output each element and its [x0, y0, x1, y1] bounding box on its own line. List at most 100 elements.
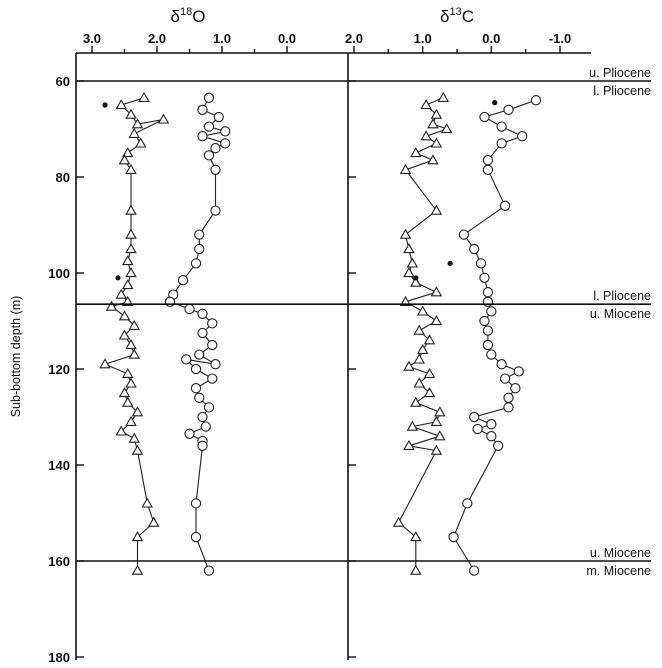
- y-tick-label-180: 180: [48, 650, 70, 665]
- panel-d13C-title: δ13C: [440, 6, 474, 26]
- panel-d18O-triangle-point: [122, 396, 134, 407]
- panel-d13C-triangle-point: [410, 396, 422, 407]
- panel-d13C-circle-point: [482, 155, 494, 166]
- panel-d13C-triangle-point: [416, 343, 429, 354]
- panel-d13C-circle-point: [482, 339, 494, 351]
- panel-d13C-circle-point: [499, 200, 511, 211]
- panel-d18O-circle-point: [197, 131, 208, 142]
- panel-d18O-triangle-point: [118, 329, 131, 340]
- panel-d13C-triangle-point: [420, 130, 432, 141]
- panel-d13C-circle-point: [503, 402, 514, 413]
- panel-d18O-circle-point: [210, 143, 221, 154]
- panel-d13C-circle-point: [486, 306, 497, 317]
- panel-d13C-triangle-point: [403, 267, 415, 278]
- panel-d13C-circle-point: [486, 431, 497, 442]
- panel-d18O-circle-point: [210, 205, 221, 216]
- panel-d18O-triangle-point: [122, 367, 134, 378]
- panel-d18O-triangle-point: [138, 91, 150, 102]
- panel-d13C-triangle-point: [430, 315, 443, 326]
- panel-d13C-triangle-point: [434, 406, 446, 417]
- panel-d18O-x-tick-label: 1.0: [213, 31, 231, 46]
- panel-d18O-triangle-point: [115, 288, 127, 299]
- panel-d13C-triangle-point: [403, 360, 415, 371]
- panel-d13C-circle-point: [486, 419, 497, 430]
- panel-d18O-circle-point: [190, 258, 202, 269]
- panel-d18O-circle-point: [197, 104, 208, 115]
- panel-d13C-triangle-point: [406, 420, 419, 431]
- boundary-label-below: u. Miocene: [590, 307, 651, 321]
- panel-d13C-triangle-point: [413, 324, 425, 335]
- panel-d18O-circle-point: [213, 111, 224, 123]
- panel-d18O-triangle-point: [128, 127, 140, 138]
- panel-d13C-circle-point: [469, 565, 480, 576]
- boundary-label-above: u. Pliocene: [589, 66, 651, 80]
- panel-d13C-triangle-point: [427, 154, 439, 165]
- panel-d18O-circle-point: [194, 392, 205, 403]
- panel-d13C-circle-point: [486, 349, 497, 360]
- panel-d18O-triangle-point: [115, 99, 127, 110]
- panel-d13C-isolated-point: [492, 100, 498, 106]
- boundary-label-below: l. Pliocene: [593, 84, 651, 98]
- panel-d18O-x-tick-label: 0.0: [278, 31, 296, 46]
- panel-d13C-circle-point: [469, 411, 480, 423]
- panel-d18O-circle-point: [220, 138, 231, 149]
- panel-d18O-circle-point: [203, 402, 215, 413]
- panel-d18O-circle-point: [197, 411, 208, 423]
- panel-d13C-circle-point: [482, 287, 494, 298]
- panel-d18O-circle-point: [220, 126, 231, 137]
- panel-d18O-triangle-point: [128, 348, 140, 359]
- panel-d13C-triangle-point: [416, 305, 429, 316]
- panel-d18O-circle-point: [200, 421, 211, 432]
- panel-d18O-triangle-point: [128, 319, 140, 330]
- y-tick-label-100: 100: [48, 266, 70, 281]
- boundary-label-above: l. Pliocene: [593, 289, 651, 303]
- panel-d18O-circle-point: [197, 308, 208, 319]
- panel-d18O-triangle-point: [122, 147, 134, 158]
- panel-d18O-circle-point: [190, 531, 202, 543]
- panel-d18O-circle-point: [203, 92, 215, 103]
- panel-d18O-circle-point: [184, 428, 195, 439]
- panel-d13C-triangle-point: [399, 163, 412, 174]
- panel-d13C-circle-point: [479, 315, 490, 327]
- panel-d18O-triangle-point: [118, 154, 131, 165]
- panel-d18O-triangle-point: [131, 564, 144, 575]
- panel-d18O-circle-point: [207, 373, 218, 384]
- panel-d13C-circle-point: [496, 138, 507, 149]
- panel-d13C-circle-point: [482, 296, 494, 307]
- panel-d18O-triangle-point: [131, 406, 144, 417]
- panel-d18O-triangle-point: [122, 255, 134, 266]
- panel-d13C-triangle-point: [392, 516, 405, 527]
- panel-d13C-circle-point: [462, 498, 473, 509]
- panel-d18O-circle-point: [194, 229, 205, 240]
- panel-d18O-triangle-point: [115, 425, 127, 436]
- panel-d18O-triangle-point: [125, 108, 137, 119]
- panel-d13C-triangle-point: [413, 353, 425, 364]
- panel-d18O-triangle-point: [157, 113, 170, 124]
- panel-d13C-circle-point: [472, 423, 483, 435]
- panel-d13C-circle-point: [510, 383, 521, 394]
- panel-d13C-triangle-point: [430, 286, 443, 297]
- panel-d13C-x-tick-label: -1.0: [549, 31, 571, 46]
- panel-d13C-triangle-point: [430, 204, 443, 215]
- panel-d18O-triangle-point: [128, 432, 140, 443]
- panel-d18O-triangle-point: [131, 118, 144, 129]
- panel-d13C-triangle-point: [434, 430, 446, 441]
- panel-d13C-triangle-point: [410, 276, 422, 287]
- panel-d13C-triangle-point: [406, 257, 419, 268]
- panel-d13C-triangle-point: [430, 415, 443, 426]
- panel-d18O-isolated-point: [115, 275, 121, 281]
- panel-d18O-circle-point: [210, 359, 221, 370]
- panel-d13C-triangle-point: [410, 531, 422, 542]
- panel-d18O-triangle-point: [122, 295, 134, 306]
- panel-d18O-circle-point: [203, 150, 215, 161]
- panel-d18O-circle-point: [190, 363, 202, 375]
- panel-d13C-circle-point: [482, 325, 494, 336]
- panel-d13C-circle-point: [479, 272, 490, 283]
- panel-d18O-circle-point: [194, 349, 205, 360]
- panel-d18O-triangle-point: [122, 279, 134, 290]
- panel-d18O-triangle-point: [125, 163, 137, 174]
- panel-d13C-triangle-point: [420, 99, 432, 110]
- panel-d13C-circle-point: [496, 359, 507, 370]
- panel-d13C-triangle-point: [423, 367, 436, 378]
